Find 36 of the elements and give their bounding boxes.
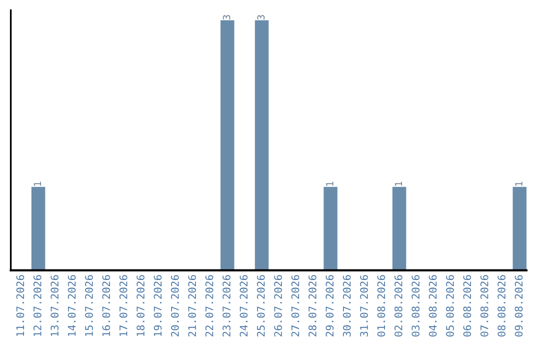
x-tick-label: 02.08.2026 bbox=[394, 275, 402, 336]
x-tick-label: 20.07.2026 bbox=[170, 275, 179, 336]
x-tick-label: 03.08.2026 bbox=[412, 275, 420, 336]
x-tick-label: 05.08.2026 bbox=[446, 275, 454, 336]
data-label: 1 bbox=[515, 182, 522, 186]
x-tick-label: 04.08.2026 bbox=[428, 275, 437, 336]
x-tick-label: 25.07.2026 bbox=[256, 275, 265, 336]
x-tick-label: 07.08.2026 bbox=[480, 275, 488, 336]
data-label: 3 bbox=[222, 15, 230, 20]
x-tick-label: 09.08.2026 bbox=[514, 275, 523, 336]
x-tick-label: 23.07.2026 bbox=[222, 275, 230, 336]
x-tick-label: 16.07.2026 bbox=[102, 275, 110, 336]
x-tick-label: 28.07.2026 bbox=[308, 275, 316, 336]
x-tick-label: 27.07.2026 bbox=[291, 275, 300, 336]
x-tick-label: 01.08.2026 bbox=[377, 275, 386, 336]
x-tick-label: 21.07.2026 bbox=[188, 275, 196, 336]
data-label: 1 bbox=[394, 182, 402, 186]
data-label: 1 bbox=[326, 182, 334, 186]
data-label: 1 bbox=[34, 182, 42, 186]
x-tick-label: 22.07.2026 bbox=[205, 275, 214, 336]
x-tick-label: 26.07.2026 bbox=[274, 275, 282, 336]
x-tick-label: 08.08.2026 bbox=[498, 275, 506, 336]
x-tick-label: 17.07.2026 bbox=[119, 275, 128, 336]
x-tick-label: 06.08.2026 bbox=[463, 275, 472, 336]
x-tick-label: 13.07.2026 bbox=[50, 275, 59, 336]
x-tick-label: 14.07.2026 bbox=[68, 275, 76, 336]
data-label: 3 bbox=[257, 15, 265, 20]
x-tick-label: 31.07.2026 bbox=[360, 275, 368, 336]
x-tick-label: 18.07.2026 bbox=[136, 275, 144, 336]
x-tick-label: 24.07.2026 bbox=[240, 275, 248, 336]
x-tick-label: 30.07.2026 bbox=[342, 275, 351, 336]
x-tick-label: 15.07.2026 bbox=[85, 275, 93, 336]
x-tick-label: 11.07.2026 bbox=[16, 275, 24, 336]
x-tick-label: 12.07.2026 bbox=[33, 275, 42, 336]
x-tick-label: 29.07.2026 bbox=[326, 275, 334, 336]
x-tick-label: 19.07.2026 bbox=[154, 275, 162, 336]
